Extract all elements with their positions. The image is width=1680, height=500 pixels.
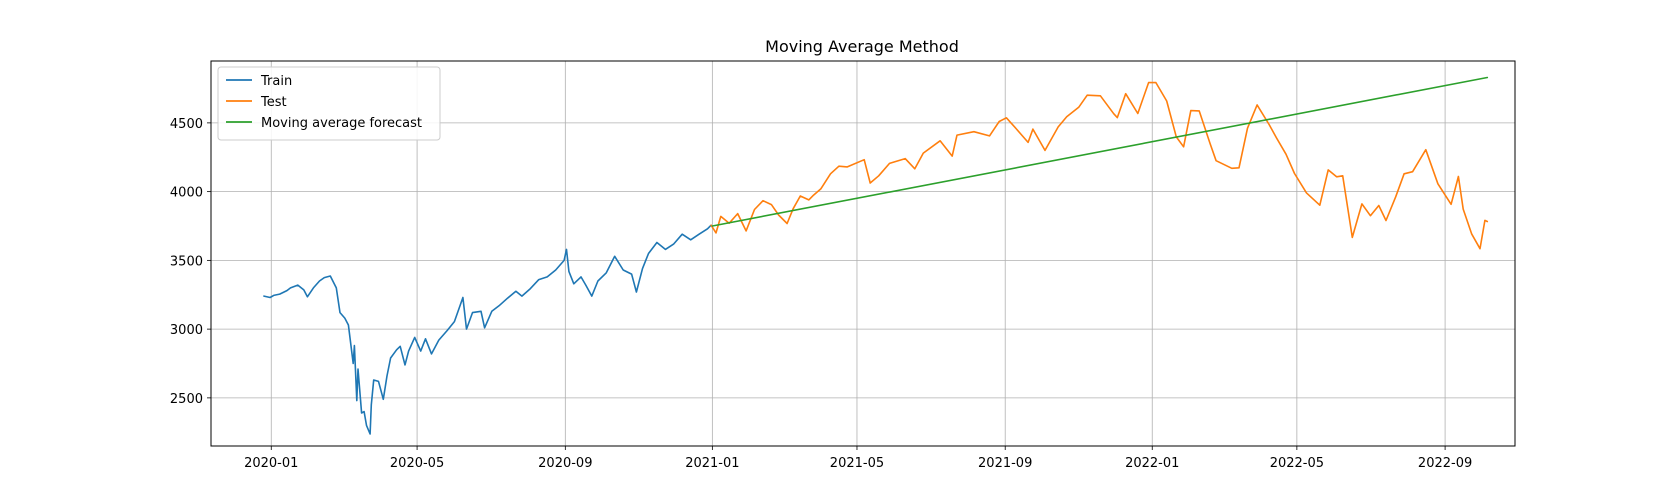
x-tick-label: 2020-09 xyxy=(538,456,592,471)
series-lines xyxy=(263,76,1489,435)
x-tick-label: 2021-01 xyxy=(685,456,739,471)
x-tick-label: 2022-09 xyxy=(1418,456,1472,471)
x-tick-label: 2020-01 xyxy=(244,456,298,471)
series-line-train xyxy=(263,224,712,435)
chart-title: Moving Average Method xyxy=(765,37,959,56)
y-tick-label: 4000 xyxy=(170,186,203,201)
x-tick-label: 2021-09 xyxy=(978,456,1032,471)
legend-label: Test xyxy=(260,95,287,110)
ticks: 2020-01 2020-05 2020-09 2021-01 2021-05 2021-… xyxy=(170,117,1472,471)
series-line-moving-average-forecast xyxy=(711,76,1489,227)
x-tick-label: 2021-05 xyxy=(830,456,884,471)
y-tick-label: 4500 xyxy=(170,117,203,132)
y-tick-label: 3500 xyxy=(170,254,203,269)
y-tick-label: 2500 xyxy=(170,392,203,407)
legend-box xyxy=(217,66,441,141)
series-line-test xyxy=(710,81,1489,250)
grid xyxy=(211,61,1515,446)
legend-label: Train xyxy=(260,74,292,89)
legend-label: Moving average forecast xyxy=(261,116,422,131)
y-tick-label: 3000 xyxy=(170,323,203,338)
legend: Train Test Moving average forecast xyxy=(217,66,441,141)
x-tick-label: 2022-01 xyxy=(1125,456,1179,471)
axes-frame xyxy=(210,60,1516,447)
x-tick-label: 2022-05 xyxy=(1270,456,1324,471)
x-tick-label: 2020-05 xyxy=(390,456,444,471)
